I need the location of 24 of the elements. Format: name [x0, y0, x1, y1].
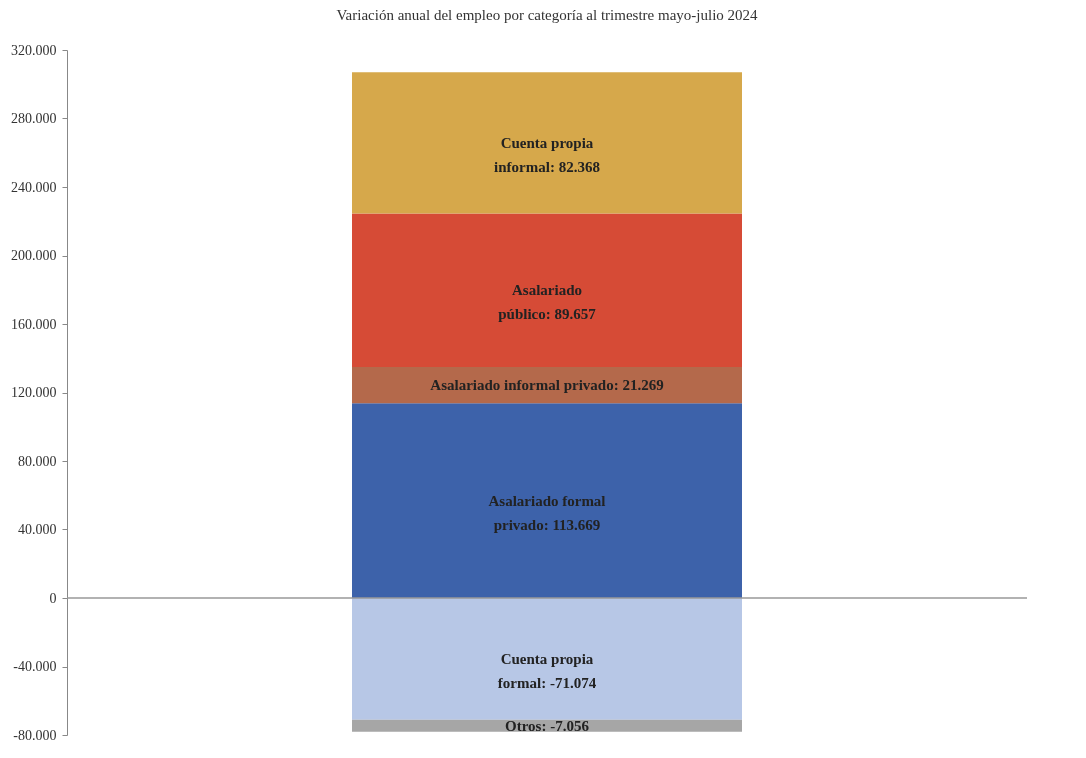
- bar: [352, 213, 742, 367]
- bar: [352, 72, 742, 214]
- data-label: Otros: -7.056: [505, 717, 590, 734]
- y-tick-label: 320.000: [11, 42, 57, 58]
- y-tick-label: 160.000: [11, 316, 57, 332]
- y-tick-label: 120.000: [11, 385, 57, 400]
- y-tick-label: -40.000: [13, 659, 57, 674]
- y-tick-label: 80.000: [18, 453, 57, 469]
- bar: [352, 366, 742, 404]
- bar: [352, 719, 742, 732]
- bar: [352, 403, 742, 598]
- data-label: Asalariado informal privado: 21.269: [430, 377, 664, 394]
- y-tick-label: 40.000: [18, 522, 57, 537]
- chart-title: Variación anual del empleo por categoría al trimestre mayo-julio 2024: [336, 7, 759, 23]
- bar: [352, 598, 742, 720]
- data-label: Cuenta propia informal: 82.368: [494, 134, 600, 175]
- y-tick-label: 0: [49, 590, 57, 606]
- y-tick-label: 200.000: [11, 248, 57, 263]
- data-label: Asalariado formal privado: 113.669: [488, 492, 606, 533]
- y-tick-label: -80.000: [13, 727, 57, 743]
- y-tick-label: 240.000: [11, 179, 57, 195]
- data-label: Cuenta propia formal: -71.074: [497, 650, 597, 691]
- y-tick-label: 280.000: [11, 111, 57, 126]
- data-label: Asalariado público: 89.657: [498, 282, 597, 323]
